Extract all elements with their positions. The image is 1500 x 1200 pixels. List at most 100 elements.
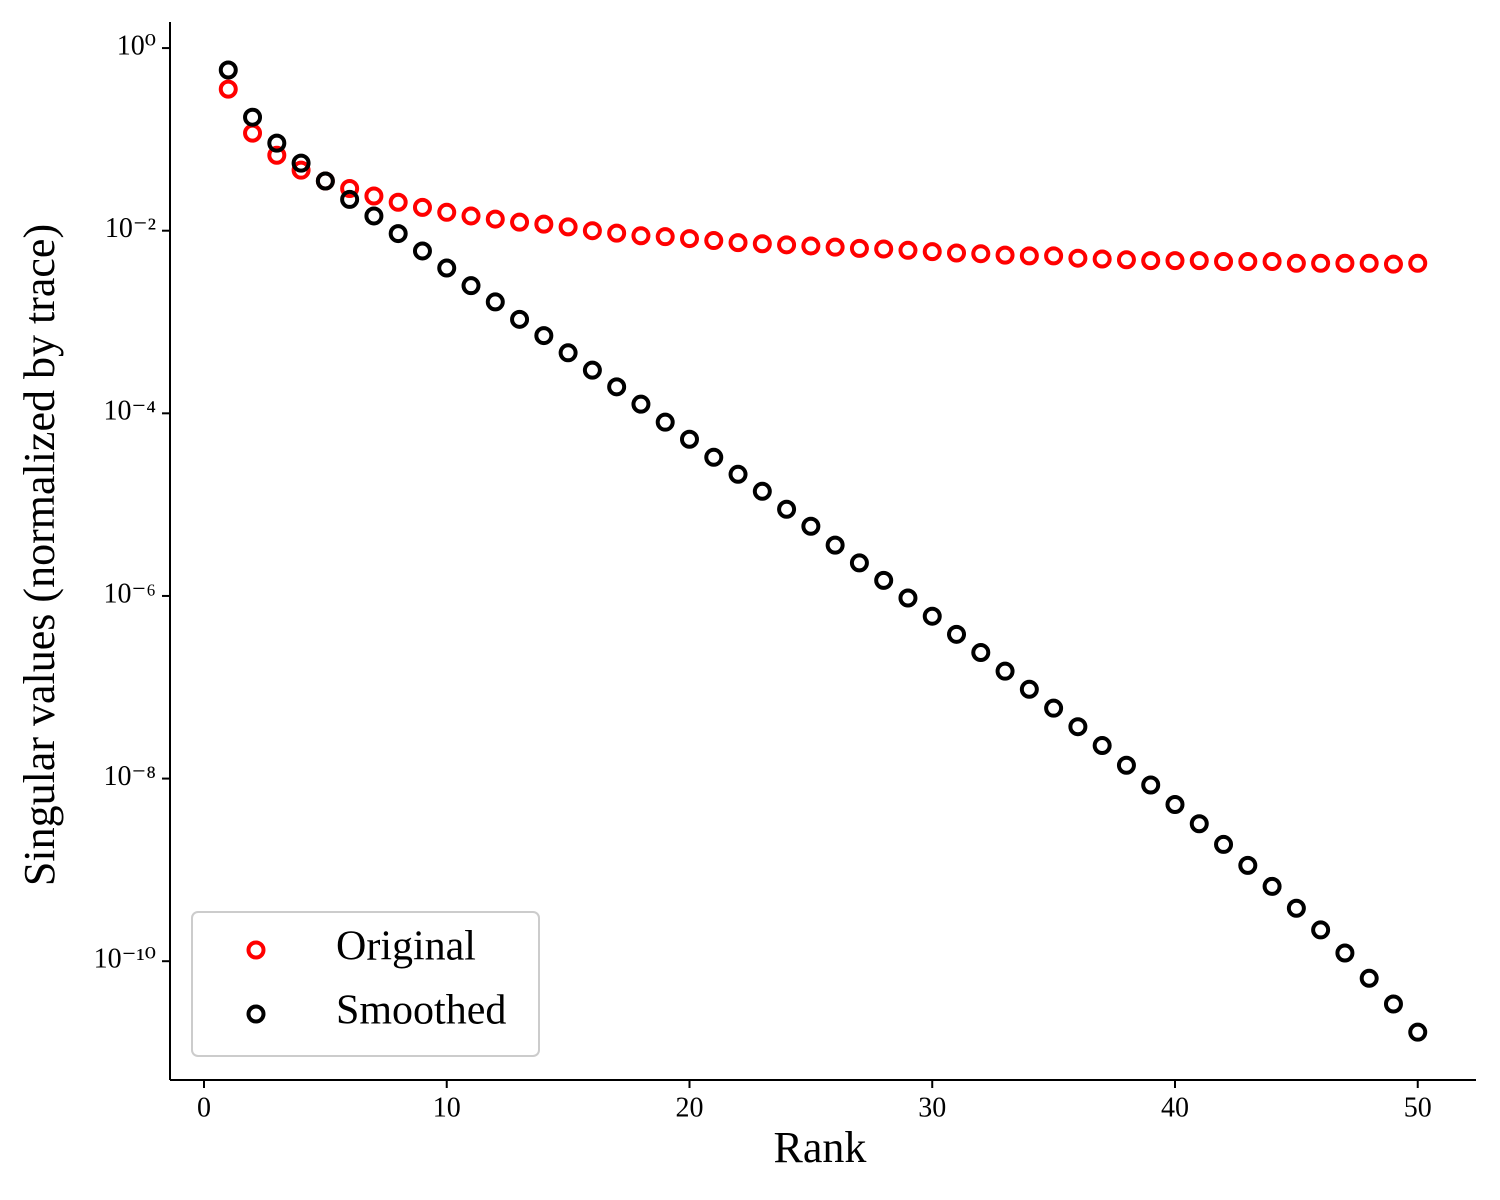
legend-label: Original	[336, 924, 476, 970]
data-point	[1214, 251, 1234, 271]
data-point	[1165, 795, 1185, 815]
data-point	[1044, 246, 1064, 266]
data-point	[412, 197, 432, 217]
data-point	[1116, 755, 1136, 775]
data-point	[1262, 251, 1282, 271]
data-point	[461, 206, 481, 226]
y-tick-label: 10⁻⁸	[103, 761, 156, 792]
data-point	[1238, 251, 1258, 271]
data-point	[510, 212, 530, 232]
data-point	[1019, 679, 1039, 699]
data-point	[631, 394, 651, 414]
data-point	[971, 643, 991, 663]
data-point	[1408, 253, 1428, 273]
data-point	[801, 516, 821, 536]
data-point	[243, 123, 263, 143]
data-point	[1189, 251, 1209, 271]
data-point	[679, 229, 699, 249]
data-point	[243, 107, 263, 127]
data-point	[825, 237, 845, 257]
data-point	[388, 224, 408, 244]
data-point	[1092, 249, 1112, 269]
y-tick-label: 10⁻⁶	[103, 578, 156, 609]
data-point	[825, 535, 845, 555]
data-point	[534, 326, 554, 346]
data-point	[1141, 775, 1161, 795]
data-point	[849, 553, 869, 573]
x-tick-label: 50	[1404, 1092, 1432, 1123]
data-point	[1335, 943, 1355, 963]
data-point	[315, 171, 335, 191]
data-point	[267, 133, 287, 153]
data-point	[1262, 876, 1282, 896]
data-point	[437, 258, 457, 278]
data-point	[340, 189, 360, 209]
data-point	[218, 60, 238, 80]
data-point	[1311, 920, 1331, 940]
data-point	[388, 192, 408, 212]
data-point	[1383, 994, 1403, 1014]
data-point	[777, 235, 797, 255]
data-point	[898, 588, 918, 608]
data-point	[1116, 250, 1136, 270]
legend-marker	[246, 1004, 266, 1024]
data-point	[1044, 698, 1064, 718]
x-tick-label: 0	[197, 1092, 211, 1123]
data-point	[1311, 253, 1331, 273]
data-point	[849, 238, 869, 258]
data-point	[607, 223, 627, 243]
data-point	[534, 214, 554, 234]
data-point	[777, 499, 797, 519]
x-tick-label: 30	[918, 1092, 946, 1123]
data-point	[1214, 834, 1234, 854]
data-point	[582, 360, 602, 380]
data-point	[1068, 717, 1088, 737]
data-point	[704, 231, 724, 251]
data-point	[922, 242, 942, 262]
data-point	[704, 447, 724, 467]
data-point	[291, 153, 311, 173]
data-point	[485, 209, 505, 229]
data-point	[728, 233, 748, 253]
data-point	[801, 236, 821, 256]
data-point	[1068, 248, 1088, 268]
data-point	[558, 217, 578, 237]
data-point	[631, 226, 651, 246]
data-point	[898, 240, 918, 260]
data-point	[1189, 814, 1209, 834]
y-tick-label: 10⁻⁴	[103, 396, 156, 427]
data-point	[752, 481, 772, 501]
x-axis-label: Rank	[774, 1123, 867, 1172]
y-tick-label: 10⁻²	[105, 213, 156, 244]
data-point	[1019, 246, 1039, 266]
data-point	[679, 429, 699, 449]
data-point	[947, 624, 967, 644]
data-point	[340, 178, 360, 198]
data-point	[874, 239, 894, 259]
legend-box	[191, 911, 540, 1057]
data-point	[582, 221, 602, 241]
x-tick-label: 10	[433, 1092, 461, 1123]
data-point	[995, 245, 1015, 265]
data-point	[1383, 254, 1403, 274]
data-point	[485, 292, 505, 312]
data-point	[655, 227, 675, 247]
data-point	[412, 241, 432, 261]
data-point	[218, 79, 238, 99]
x-tick-label: 40	[1161, 1092, 1189, 1123]
data-point	[947, 243, 967, 263]
data-point	[291, 160, 311, 180]
data-point	[1092, 736, 1112, 756]
data-point	[728, 464, 748, 484]
data-point	[1408, 1022, 1428, 1042]
data-point	[510, 309, 530, 329]
y-tick-label: 10⁻¹⁰	[94, 944, 156, 975]
data-point	[874, 570, 894, 590]
data-point	[1335, 253, 1355, 273]
data-point	[1165, 251, 1185, 271]
data-point	[1141, 251, 1161, 271]
y-axis-label: Singular values (normalized by trace)	[15, 224, 64, 886]
data-point	[1286, 253, 1306, 273]
